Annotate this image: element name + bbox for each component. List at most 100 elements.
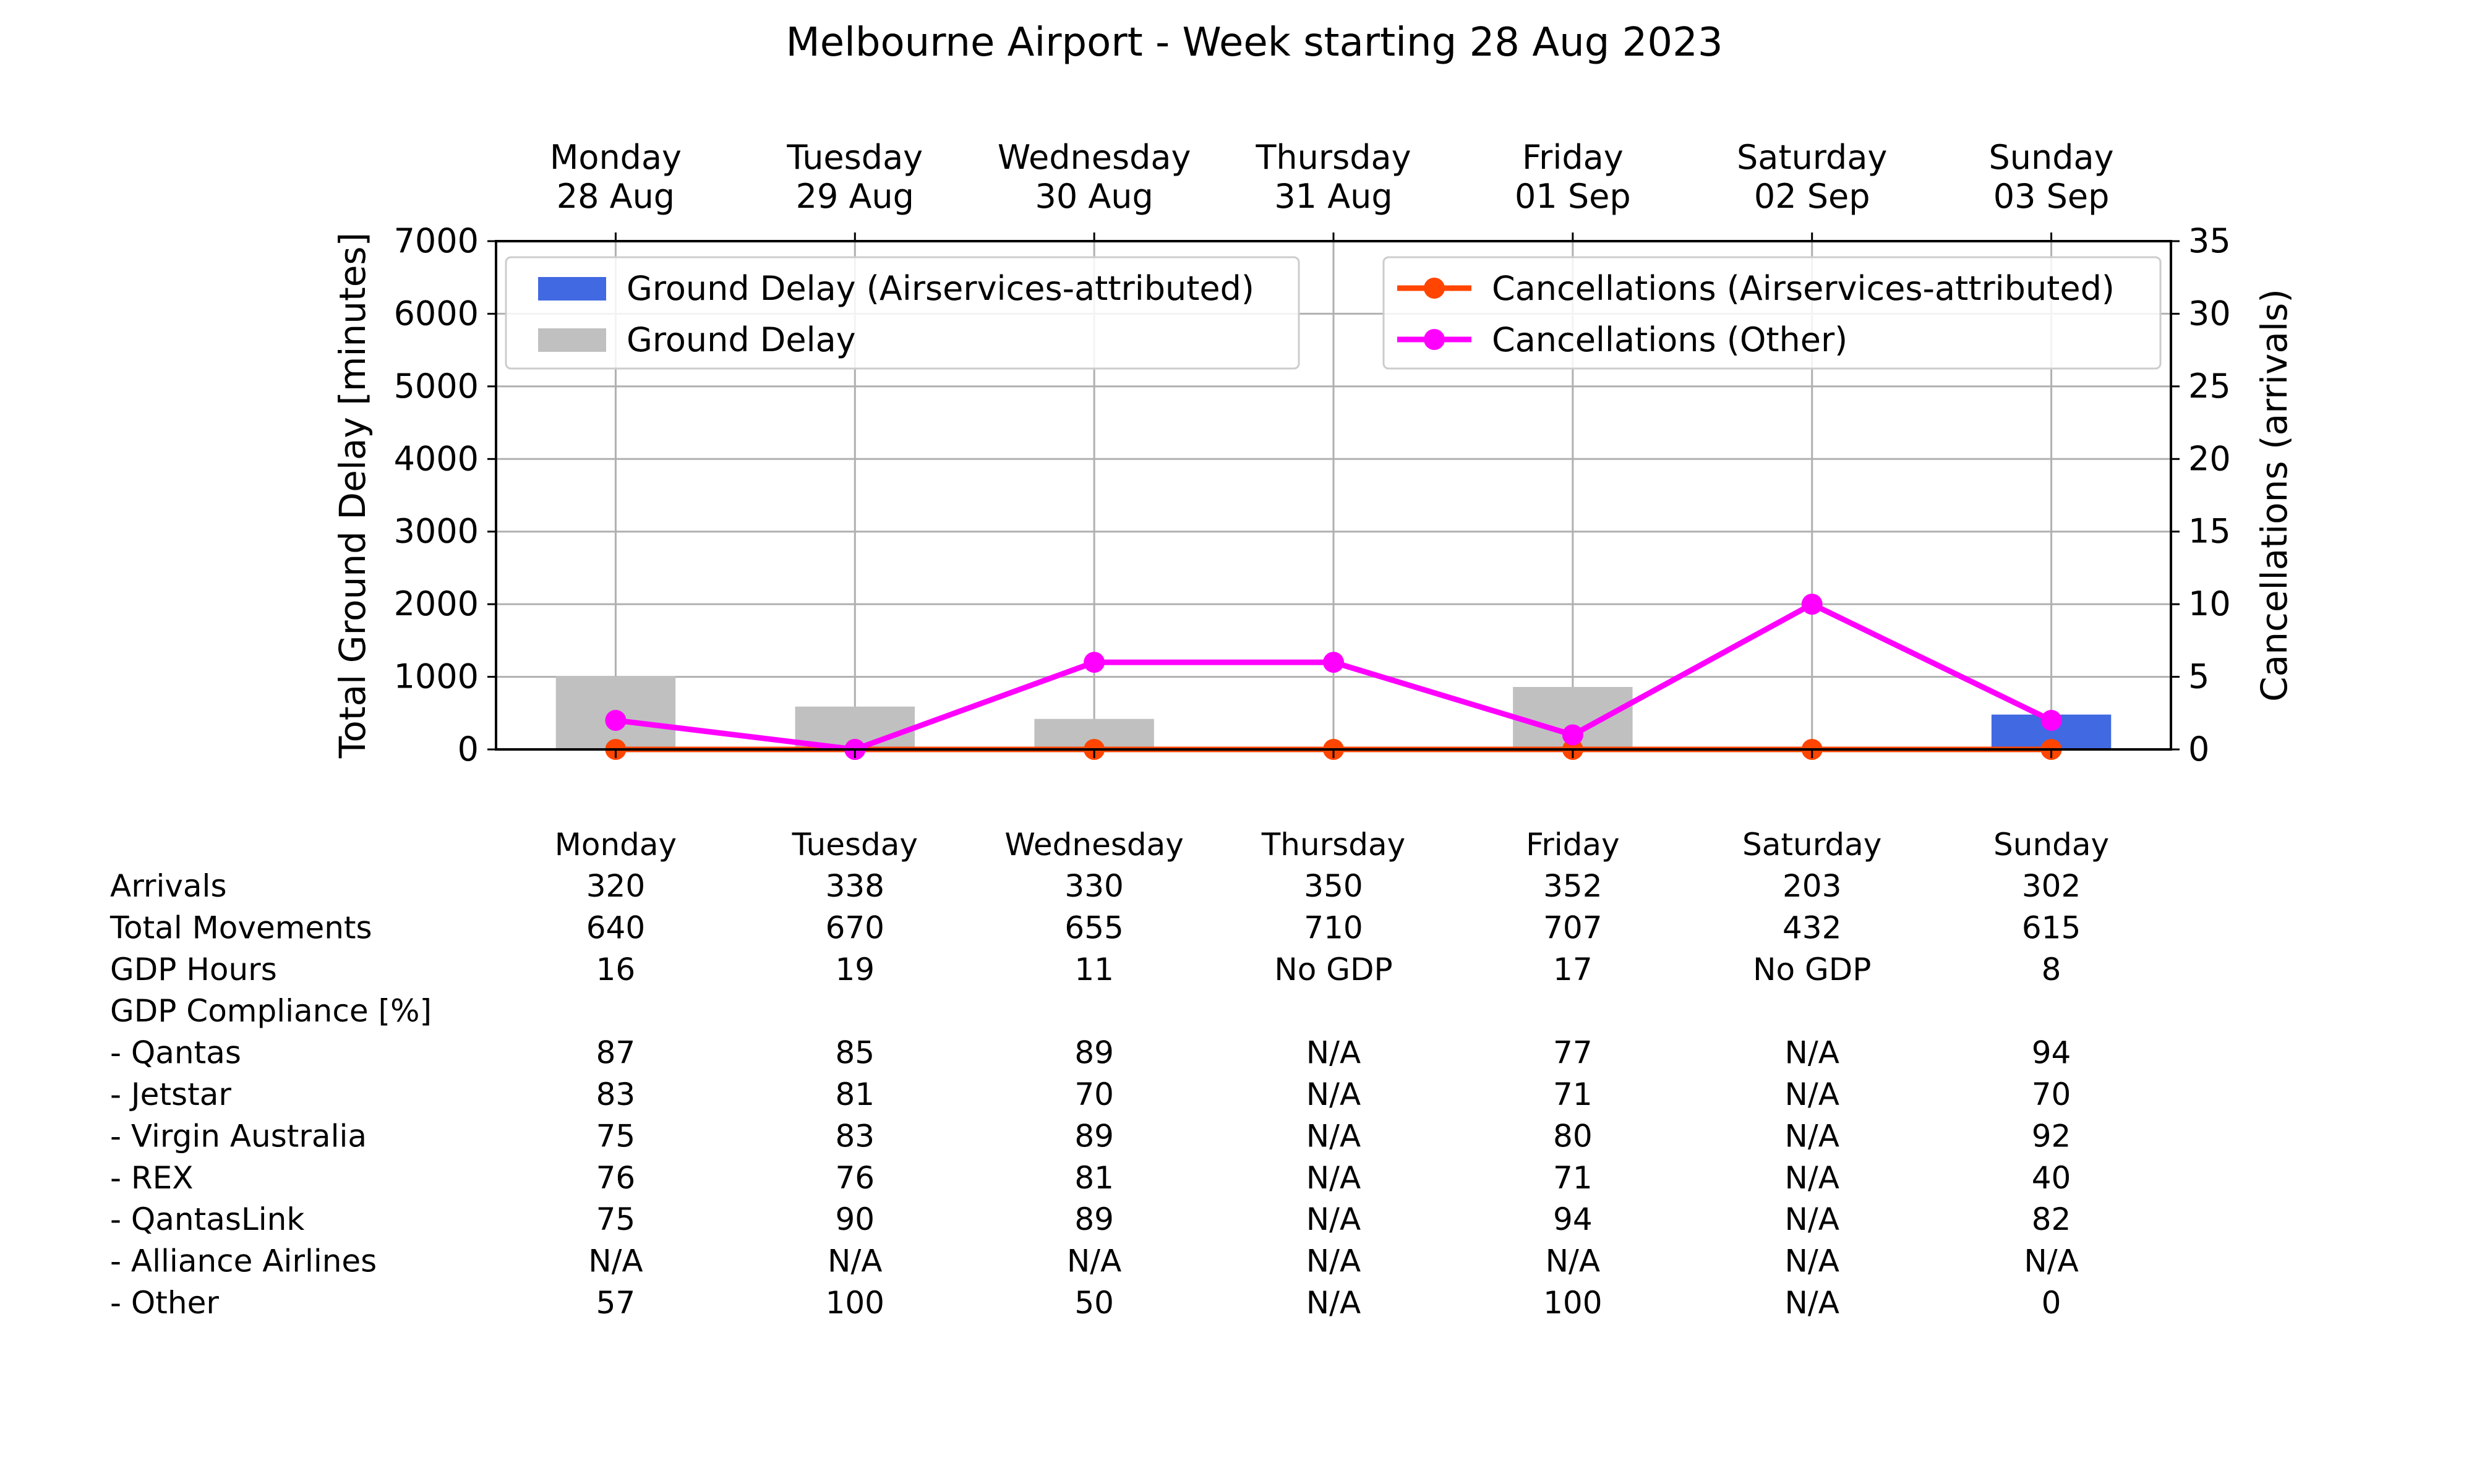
table-cell: 71	[1553, 1160, 1593, 1196]
table-cell: 57	[596, 1285, 636, 1321]
table-cell: N/A	[1546, 1243, 1600, 1279]
table-cell: N/A	[1784, 1285, 1839, 1321]
legend-marker	[1424, 329, 1445, 350]
table-cell: 615	[2022, 910, 2081, 945]
table-cell: 710	[1304, 910, 1363, 945]
table-cell: 8	[2042, 952, 2061, 987]
table-cell: No GDP	[1753, 952, 1871, 987]
table-cell: N/A	[1784, 1077, 1839, 1112]
x-tick-label-day: Saturday	[1737, 138, 1887, 177]
table-column-header: Wednesday	[1004, 827, 1183, 863]
table-cell: 82	[2032, 1201, 2071, 1237]
table-cell: 81	[1074, 1160, 1114, 1196]
table-column-header: Friday	[1526, 827, 1620, 863]
table-cell: N/A	[1067, 1243, 1121, 1279]
table-row-label: GDP Hours	[110, 952, 277, 987]
table-row-label: - Other	[110, 1285, 219, 1321]
table-cell: 100	[826, 1285, 884, 1321]
table-row-label: - Qantas	[110, 1035, 241, 1071]
table-cell: 75	[596, 1201, 636, 1237]
x-tick-label-date: 29 Aug	[796, 177, 914, 216]
legend-label: Ground Delay	[627, 320, 856, 359]
table-cell: 655	[1064, 910, 1123, 945]
x-tick-label-day: Friday	[1522, 138, 1624, 177]
table-cell: N/A	[1784, 1201, 1839, 1237]
y-tick-label: 2000	[394, 584, 479, 623]
cancellations-other-point	[1562, 724, 1583, 746]
summary-table: Monday Tuesday Wednesday Thursday Friday Satu…	[109, 827, 2109, 1321]
table-cell: N/A	[1306, 1077, 1361, 1112]
y2-tick-label: 25	[2188, 367, 2231, 406]
y-tick-label: 7000	[394, 221, 479, 260]
table-column-header: Thursday	[1261, 827, 1406, 863]
table-cell: 17	[1553, 952, 1593, 987]
table-cell: 40	[2032, 1160, 2071, 1196]
table-cell: 94	[2032, 1035, 2071, 1071]
x-tick-label-day: Wednesday	[998, 138, 1191, 177]
y2-tick-label: 5	[2188, 657, 2209, 696]
table-cell: 75	[596, 1118, 636, 1154]
cancellations-other-point	[605, 710, 627, 731]
table-row-label: - REX	[110, 1160, 194, 1196]
table-cell: 203	[1783, 868, 1841, 904]
table-cell: N/A	[1306, 1160, 1361, 1196]
table-cell: 83	[596, 1077, 636, 1112]
x-tick-label-date: 31 Aug	[1274, 177, 1392, 216]
table-row-label: - Jetstar	[110, 1077, 231, 1112]
chart-title: Melbourne Airport - Week starting 28 Aug…	[785, 20, 1723, 66]
legend-label: Ground Delay (Airservices-attributed)	[627, 269, 1254, 308]
table-cell: N/A	[828, 1243, 882, 1279]
y2-tick-label: 15	[2188, 512, 2231, 551]
table-cell: 707	[1543, 910, 1602, 945]
x-tick-label-date: 28 Aug	[557, 177, 675, 216]
table-cell: 70	[1074, 1077, 1114, 1112]
cancellations-other-point	[2040, 710, 2062, 731]
x-tick-label-date: 03 Sep	[1993, 177, 2110, 216]
table-cell: N/A	[1784, 1160, 1839, 1196]
table-cell: N/A	[1306, 1285, 1361, 1321]
table-cell: 83	[835, 1118, 875, 1154]
table-row-label: - Virgin Australia	[110, 1118, 367, 1154]
table-cell: 76	[596, 1160, 636, 1196]
table-cell: 302	[2022, 868, 2081, 904]
y-tick-label: 1000	[394, 657, 479, 696]
legend-swatch	[538, 328, 606, 352]
table-cell: 670	[826, 910, 884, 945]
table-cell: 352	[1543, 868, 1602, 904]
y2-axis-label: Cancellations (arrivals)	[2253, 289, 2295, 702]
table-cell: 77	[1553, 1035, 1593, 1071]
y-tick-label: 0	[458, 730, 479, 769]
table-cell: 100	[1543, 1285, 1602, 1321]
legends: Ground Delay (Airservices-attributed) Gro…	[505, 256, 2162, 370]
y-tick-label: 4000	[394, 439, 479, 478]
table-cell: 338	[826, 868, 884, 904]
x-tick-label-day: Monday	[550, 138, 682, 177]
y2-tick-label: 10	[2188, 584, 2231, 623]
table-cell: N/A	[1306, 1201, 1361, 1237]
table-cell: No GDP	[1274, 952, 1392, 987]
axes: 0 1000 2000 3000 4000 5000 6000 7000 0 5 10 15 20 25 3…	[332, 138, 2295, 769]
table-cell: 90	[835, 1201, 875, 1237]
table-cell: N/A	[2024, 1243, 2078, 1279]
x-tick-label-day: Thursday	[1255, 138, 1411, 177]
table-column-header: Tuesday	[792, 827, 918, 863]
y-tick-label: 5000	[394, 367, 479, 406]
table-cell: 320	[586, 868, 645, 904]
table-cell: N/A	[1306, 1243, 1361, 1279]
table-cell: 87	[596, 1035, 636, 1071]
line-legend-box	[1382, 256, 2162, 370]
table-column-header: Saturday	[1742, 827, 1881, 863]
legend-marker	[1424, 278, 1445, 299]
table-row-label: Total Movements	[109, 910, 372, 945]
table-cell: 94	[1553, 1201, 1593, 1237]
cancellations-other-point	[1801, 594, 1823, 615]
table-cell: N/A	[1784, 1243, 1839, 1279]
table-cell: N/A	[1784, 1035, 1839, 1071]
cancellations-other-point	[1084, 652, 1105, 673]
table-row-label: - QantasLink	[110, 1201, 304, 1237]
table-cell: 0	[2042, 1285, 2061, 1321]
x-tick-label-day: Tuesday	[786, 138, 923, 177]
table-cell: 89	[1074, 1201, 1114, 1237]
bar-legend-box	[505, 256, 1300, 370]
